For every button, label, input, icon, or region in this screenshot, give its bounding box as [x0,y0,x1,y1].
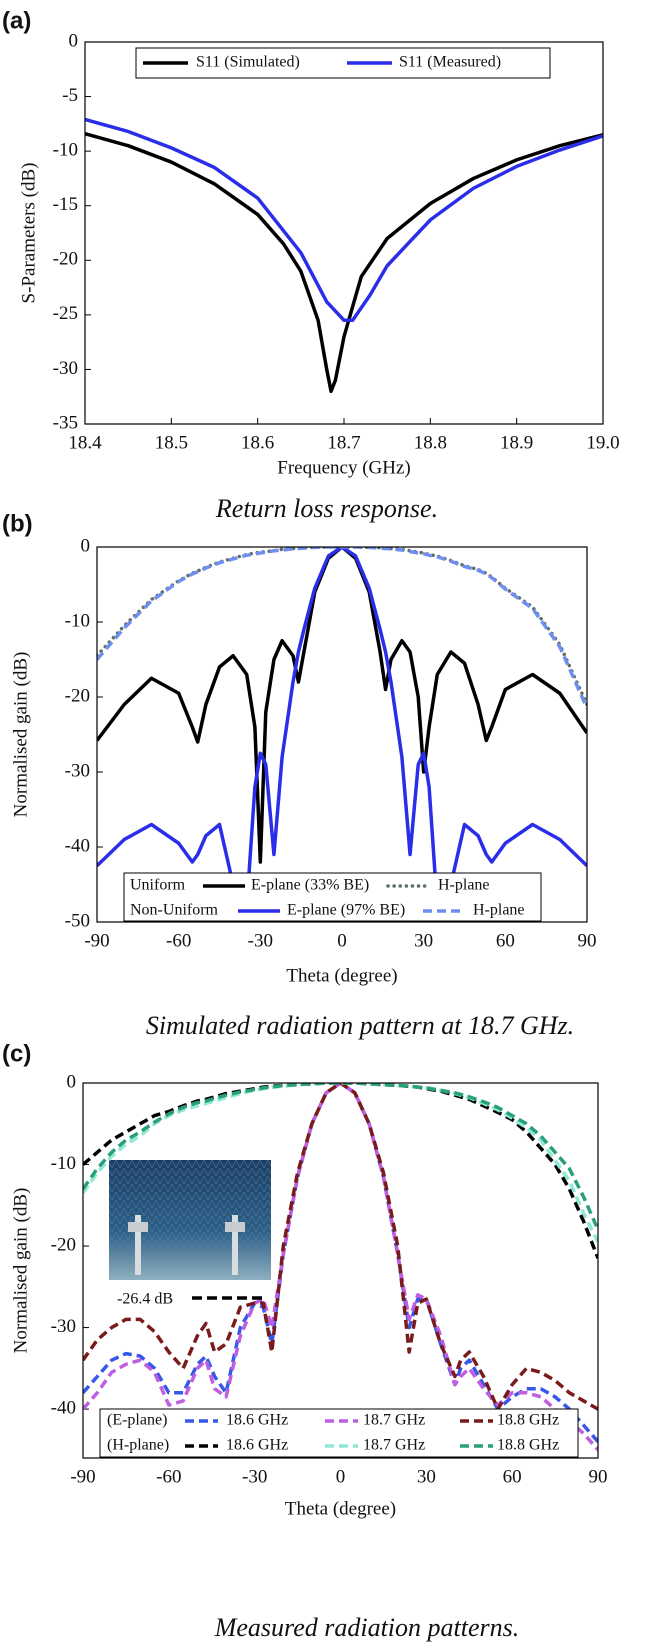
y-tick-label: -10 [53,140,78,161]
x-axis-title: Theta (degree) [286,965,397,986]
legend-group: (E-plane) [107,1412,167,1429]
series-line [97,547,587,864]
y-tick-label: -15 [53,194,78,215]
x-tick-label: 30 [417,1466,436,1487]
series-line [83,1083,598,1231]
x-tick-label: 90 [578,930,597,951]
inset-photo [109,1160,271,1280]
series-line [85,117,603,323]
x-tick-label: 0 [337,930,347,951]
legend-label: 18.7 GHz [363,1437,425,1454]
y-tick-label: -25 [53,303,78,324]
legend-label: 18.8 GHz [497,1437,559,1454]
x-tick-label: 18.7 [327,432,360,453]
series-line [97,547,587,909]
x-tick-label: 18.6 [241,432,274,453]
series-line [97,547,587,709]
legend-label: S11 (Simulated) [196,54,300,71]
y-tick-label: -10 [65,610,90,631]
series-line [83,1083,598,1243]
y-tick-label: -10 [51,1153,76,1174]
y-tick-label: -20 [65,685,90,706]
annotation: -26.4 dB [117,1291,173,1308]
series-line [97,547,587,707]
x-tick-label: 90 [589,1466,608,1487]
y-tick-label: 0 [69,30,79,51]
legend-label: 18.6 GHz [226,1412,288,1429]
x-tick-label: 18.8 [414,432,447,453]
legend-label: E-plane (33% BE) [251,877,369,894]
x-tick-label: -30 [242,1466,267,1487]
x-axis-title: Frequency (GHz) [277,457,410,478]
series-line [83,1083,598,1452]
panel-label: (c) [2,1040,31,1067]
y-tick-label: -20 [51,1234,76,1255]
legend-group: Uniform [130,877,186,894]
x-tick-label: 19.0 [586,432,619,453]
plot-frame [82,1082,599,1459]
y-axis-title: Normalised gain (dB) [10,652,31,818]
y-tick-label: -5 [62,85,78,106]
x-tick-label: -60 [156,1466,181,1487]
x-tick-label: 60 [496,930,515,951]
legend-label: E-plane (97% BE) [287,902,405,919]
caption: Return loss response. [215,494,438,523]
y-tick-label: -30 [53,358,78,379]
plot-lines [83,1083,598,1452]
y-tick-label: -50 [65,910,90,931]
panel-label: (b) [2,510,33,537]
x-tick-label: 0 [336,1466,346,1487]
x-tick-label: -90 [84,930,109,951]
y-tick-label: -20 [53,249,78,270]
legend-label: S11 (Measured) [399,54,501,71]
legend-group: Non-Uniform [130,902,219,919]
legend-box [99,1408,579,1458]
x-tick-label: 30 [414,930,433,951]
x-tick-label: 18.4 [68,432,102,453]
panel-label: (a) [2,7,31,34]
x-tick-label: 60 [503,1466,522,1487]
plot-frame [84,41,604,425]
legend-label: H-plane [473,902,525,919]
caption: Simulated radiation pattern at 18.7 GHz. [146,1011,574,1040]
y-tick-label: -40 [65,835,90,856]
plot-lines [97,547,587,909]
y-tick-label: -30 [51,1316,76,1337]
series-line [83,1083,598,1411]
legend-box [135,47,551,79]
series-line [85,131,603,394]
x-tick-label: 18.9 [500,432,533,453]
y-tick-label: -35 [53,412,78,433]
legend-box [123,872,542,922]
legend-label: H-plane [438,877,490,894]
legend-label: 18.8 GHz [497,1412,559,1429]
caption: Measured radiation patterns. [214,1613,520,1642]
legend-label: 18.6 GHz [226,1437,288,1454]
y-axis-title: S-Parameters (dB) [18,163,39,304]
legend-group: (H-plane) [107,1437,169,1454]
plot-frame [96,546,588,923]
y-axis-title: Normalised gain (dB) [10,1188,31,1354]
x-tick-label: -90 [70,1466,95,1487]
y-tick-label: -40 [51,1397,76,1418]
plot-lines [85,117,603,394]
x-tick-label: -60 [166,930,191,951]
y-tick-label: 0 [67,1071,77,1092]
series-line [83,1083,598,1443]
y-tick-label: -30 [65,760,90,781]
x-tick-label: 18.5 [155,432,188,453]
x-axis-title: Theta (degree) [285,1498,396,1519]
legend-label: 18.7 GHz [363,1412,425,1429]
y-tick-label: 0 [81,535,91,556]
x-tick-label: -30 [248,930,273,951]
